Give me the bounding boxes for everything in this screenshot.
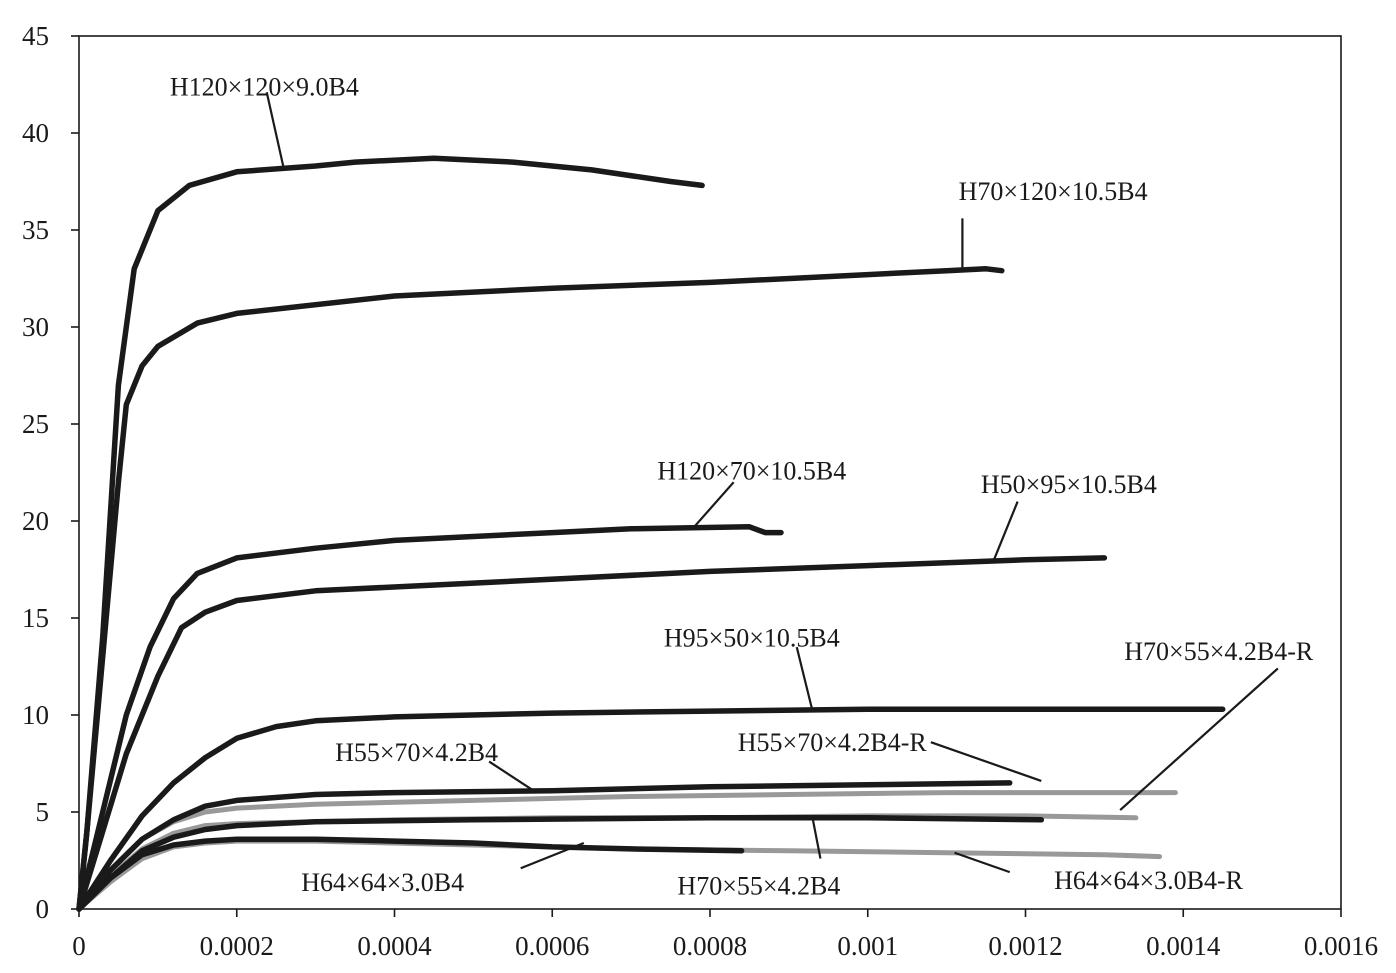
annotation-leader-line [265,92,286,171]
y-tick-label: 30 [22,312,49,342]
series-line [76,780,1013,912]
series-annotation-label: H55×70×4.2B4 [335,738,498,767]
annotation-leader-line [1119,667,1279,811]
x-tick-label: 0 [72,931,86,961]
x-tick-label: 0.0014 [1146,931,1221,961]
x-tick-label: 0.0006 [515,931,589,961]
series-annotation-label: H95×50×10.5B4 [664,623,840,652]
x-tick-label: 0.0008 [673,931,747,961]
y-tick-label: 0 [36,894,50,924]
axis-layer: 0 0.0002 0.0004 0.0006 0.0008 0.001 0.0012 0.00… [22,21,1378,961]
annotation-leader-line [930,741,1042,782]
series-annotation-label: H120×70×10.5B4 [657,457,846,486]
series-line [76,266,1005,912]
y-tick-label: 10 [22,700,49,730]
series-annotation-label: H70×55×4.2B4 [677,872,840,901]
y-tick-label: 40 [22,118,49,148]
y-tick-label: 15 [22,603,49,633]
series-line [76,555,1108,912]
annotation-leader-line [811,817,822,859]
series-line [76,706,1226,912]
series-line [76,836,745,912]
series-layer [76,155,1226,912]
annotation-leader-line [520,842,585,870]
series-annotation-label: H64×64×3.0B4-R [1054,866,1244,895]
series-annotation-label: H55×70×4.2B4-R [738,728,928,757]
series-line [76,524,784,912]
annotation-leader-line [693,481,735,528]
y-tick-label: 45 [22,21,49,51]
series-annotation-label: H70×55×4.2B4-R [1124,637,1314,666]
annotation-leader-line [795,646,814,712]
x-tick-label: 0.0016 [1304,931,1378,961]
y-tick-label: 5 [36,797,50,827]
series-line [76,155,705,912]
y-tick-label: 25 [22,409,49,439]
series-annotation-label: H64×64×3.0B4 [301,868,464,897]
x-tick-label: 0.001 [837,931,898,961]
annotation-leader-line [954,851,1011,874]
x-tick-label: 0.0004 [357,931,432,961]
annotation-leader-line [488,760,538,794]
annotation-leader-line [992,501,1019,561]
annotation-layer: H120×120×9.0B4 H70×120×10.5B4 H120×70×10.5… [170,72,1314,900]
series-annotation-label: H50×95×10.5B4 [981,470,1157,499]
series-annotation-label: H70×120×10.5B4 [959,177,1148,206]
x-tick-label: 0.0012 [988,931,1062,961]
y-tick-label: 35 [22,215,49,245]
series-annotation-label: H120×120×9.0B4 [170,72,359,101]
x-tick-label: 0.0002 [200,931,274,961]
y-tick-label: 20 [22,506,49,536]
